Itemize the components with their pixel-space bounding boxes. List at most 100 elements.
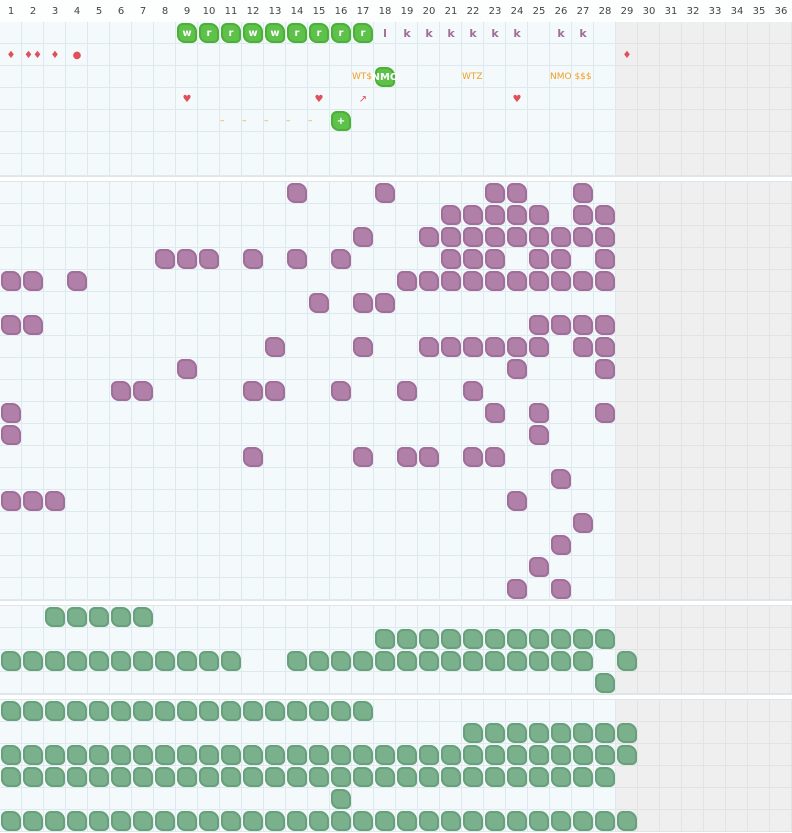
green-tile[interactable]: [595, 767, 615, 787]
grid-cell[interactable]: [418, 788, 440, 810]
grid-cell[interactable]: [308, 628, 330, 650]
grid-cell[interactable]: [506, 154, 528, 176]
grid-cell[interactable]: [550, 512, 572, 534]
grid-cell[interactable]: [176, 154, 198, 176]
grid-cell[interactable]: [616, 672, 638, 694]
grid-cell[interactable]: [220, 534, 242, 556]
grid-cell[interactable]: [638, 182, 660, 204]
green-tile[interactable]: [419, 745, 439, 765]
grid-cell[interactable]: [308, 446, 330, 468]
green-tile[interactable]: [551, 767, 571, 787]
purple-tile[interactable]: [529, 557, 549, 577]
grid-cell[interactable]: [748, 182, 770, 204]
green-tile[interactable]: [243, 745, 263, 765]
grid-cell[interactable]: [638, 132, 660, 154]
grid-cell[interactable]: [264, 154, 286, 176]
grid-cell[interactable]: [66, 468, 88, 490]
green-tile[interactable]: [331, 811, 351, 831]
grid-cell[interactable]: [198, 402, 220, 424]
grid-cell[interactable]: [0, 88, 22, 110]
grid-cell[interactable]: [770, 336, 792, 358]
green-tile[interactable]: [463, 629, 483, 649]
grid-cell[interactable]: [110, 336, 132, 358]
green-tile[interactable]: [111, 651, 131, 671]
grid-cell[interactable]: [682, 578, 704, 600]
green-tile[interactable]: [617, 811, 637, 831]
grid-cell[interactable]: [396, 336, 418, 358]
grid-cell[interactable]: [484, 44, 506, 66]
grid-cell[interactable]: [88, 512, 110, 534]
grid-cell[interactable]: [44, 446, 66, 468]
grid-cell[interactable]: [176, 132, 198, 154]
grid-cell[interactable]: [770, 248, 792, 270]
grid-cell[interactable]: [0, 578, 22, 600]
purple-tile[interactable]: [111, 381, 131, 401]
grid-cell[interactable]: [748, 628, 770, 650]
green-tile[interactable]: [23, 767, 43, 787]
grid-cell[interactable]: [110, 556, 132, 578]
grid-cell[interactable]: [396, 490, 418, 512]
grid-cell[interactable]: [660, 22, 682, 44]
grid-cell[interactable]: [154, 22, 176, 44]
green-tile[interactable]: [221, 701, 241, 721]
grid-cell[interactable]: [308, 204, 330, 226]
grid-cell[interactable]: [220, 490, 242, 512]
grid-cell[interactable]: [726, 402, 748, 424]
grid-cell[interactable]: [770, 788, 792, 810]
purple-tile[interactable]: [485, 403, 505, 423]
grid-cell[interactable]: [418, 248, 440, 270]
grid-cell[interactable]: [396, 788, 418, 810]
grid-cell[interactable]: [44, 314, 66, 336]
grid-cell[interactable]: [44, 22, 66, 44]
grid-cell[interactable]: [0, 672, 22, 694]
grid-cell[interactable]: [286, 110, 308, 132]
grid-cell[interactable]: [374, 132, 396, 154]
grid-cell[interactable]: [308, 380, 330, 402]
grid-cell[interactable]: [462, 88, 484, 110]
grid-cell[interactable]: [0, 468, 22, 490]
grid-cell[interactable]: [330, 226, 352, 248]
grid-cell[interactable]: [352, 66, 374, 88]
grid-cell[interactable]: [572, 424, 594, 446]
grid-cell[interactable]: [22, 248, 44, 270]
green-tile[interactable]: [287, 651, 307, 671]
grid-cell[interactable]: [660, 700, 682, 722]
grid-cell[interactable]: [616, 556, 638, 578]
green-tile[interactable]: [155, 745, 175, 765]
grid-cell[interactable]: [396, 182, 418, 204]
purple-tile[interactable]: [243, 381, 263, 401]
grid-cell[interactable]: [660, 744, 682, 766]
grid-cell[interactable]: [594, 424, 616, 446]
grid-cell[interactable]: [704, 810, 726, 832]
purple-tile[interactable]: [353, 337, 373, 357]
purple-tile[interactable]: [353, 227, 373, 247]
purple-tile[interactable]: [485, 271, 505, 291]
grid-cell[interactable]: [572, 446, 594, 468]
grid-cell[interactable]: [330, 512, 352, 534]
grid-cell[interactable]: [572, 556, 594, 578]
grid-cell[interactable]: [440, 722, 462, 744]
grid-cell[interactable]: [110, 182, 132, 204]
grid-cell[interactable]: [594, 556, 616, 578]
grid-cell[interactable]: [550, 556, 572, 578]
grid-cell[interactable]: [352, 490, 374, 512]
grid-cell[interactable]: [44, 788, 66, 810]
grid-cell[interactable]: [0, 722, 22, 744]
grid-cell[interactable]: [220, 226, 242, 248]
grid-cell[interactable]: [462, 22, 484, 44]
grid-cell[interactable]: [638, 490, 660, 512]
purple-tile[interactable]: [529, 227, 549, 247]
grid-cell[interactable]: [352, 534, 374, 556]
grid-cell[interactable]: [528, 700, 550, 722]
grid-cell[interactable]: [550, 358, 572, 380]
purple-tile[interactable]: [551, 271, 571, 291]
grid-cell[interactable]: [506, 446, 528, 468]
grid-cell[interactable]: [132, 722, 154, 744]
grid-cell[interactable]: [440, 292, 462, 314]
grid-cell[interactable]: [308, 534, 330, 556]
grid-cell[interactable]: [704, 534, 726, 556]
grid-cell[interactable]: [704, 270, 726, 292]
grid-cell[interactable]: [44, 512, 66, 534]
grid-cell[interactable]: [88, 788, 110, 810]
grid-cell[interactable]: [286, 270, 308, 292]
